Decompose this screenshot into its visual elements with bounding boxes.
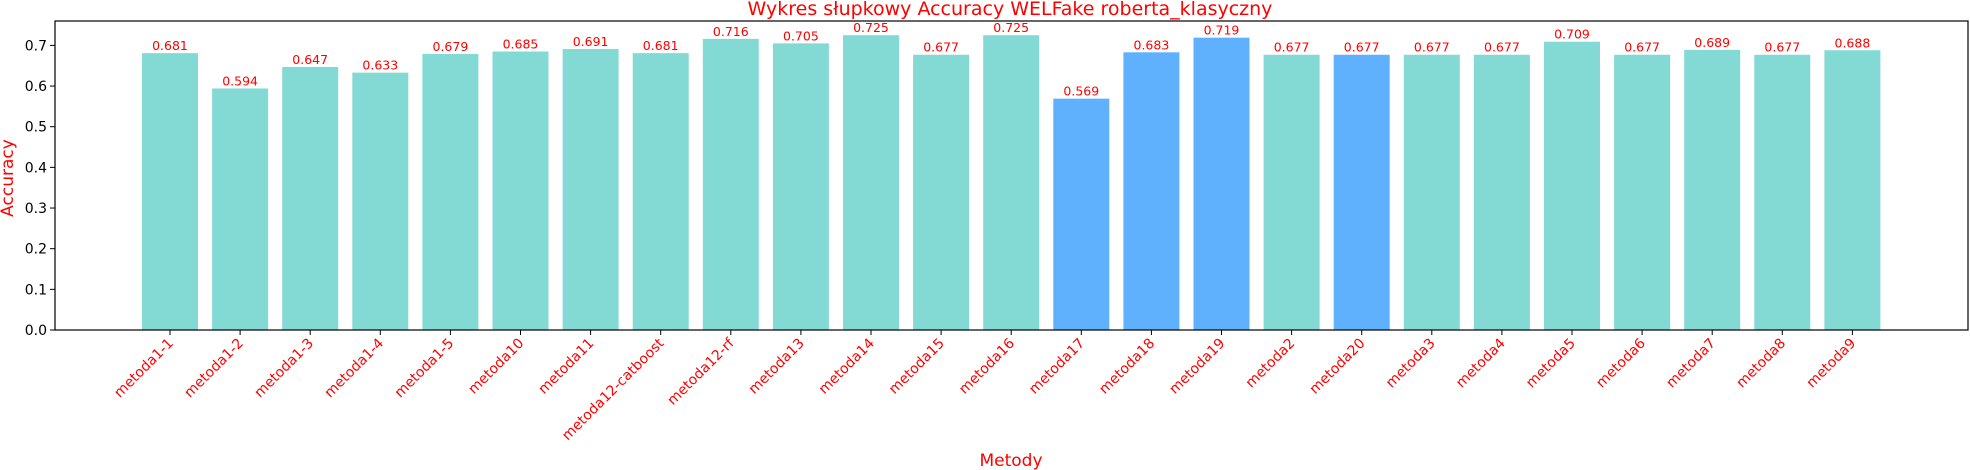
data-label-metoda1-4: 0.633 (362, 58, 398, 73)
bar-metoda9 (1824, 50, 1881, 331)
bar-metoda10 (492, 51, 549, 331)
x-tick-label-metoda1-5: metoda1-5 (392, 336, 458, 402)
data-label-metoda1-2: 0.594 (222, 73, 258, 88)
bars-group (142, 35, 1881, 331)
x-tick-label-metoda6: metoda6 (1593, 335, 1649, 391)
data-label-metoda16: 0.725 (993, 20, 1029, 35)
bar-metoda20 (1333, 54, 1390, 330)
data-label-metoda3: 0.677 (1414, 40, 1450, 55)
bar-metoda19 (1193, 37, 1250, 330)
x-tick-label-metoda18: metoda18 (1096, 336, 1158, 398)
bar-metoda12-catboost (632, 53, 689, 330)
x-tick-label-metoda5: metoda5 (1523, 336, 1579, 392)
data-label-metoda14: 0.725 (853, 20, 889, 35)
data-label-metoda4: 0.677 (1484, 40, 1520, 55)
x-tick-label-metoda2: metoda2 (1243, 336, 1299, 392)
bar-metoda12-rf (702, 38, 759, 331)
x-tick-label-metoda7: metoda7 (1663, 336, 1719, 392)
x-tick-label-metoda3: metoda3 (1383, 336, 1439, 392)
y-tick-label: 0.6 (25, 79, 47, 95)
bar-metoda14 (843, 35, 899, 331)
bar-metoda5 (1544, 41, 1600, 330)
x-tick-label-metoda1-3: metoda1-3 (252, 336, 318, 402)
bar-metoda2 (1263, 54, 1320, 330)
data-label-metoda6: 0.677 (1624, 40, 1660, 55)
x-tick-label-metoda14: metoda14 (816, 335, 878, 397)
bar-metoda1-3 (282, 66, 339, 330)
x-axis-label: Metody (979, 451, 1042, 470)
data-label-metoda5: 0.709 (1554, 27, 1590, 42)
y-axis-label: Accuracy (0, 139, 18, 217)
data-label-metoda12-catboost: 0.681 (643, 38, 679, 53)
bar-metoda1-5 (422, 53, 479, 331)
y-tick-label: 0.1 (25, 282, 47, 298)
x-tick-label-metoda4: metoda4 (1453, 335, 1509, 391)
x-tick-label-metoda10: metoda10 (465, 336, 527, 398)
y-axis-ticks: 0.0 0.1 0.2 0.3 0.4 0.5 0.6 0.7 (25, 38, 55, 339)
data-label-metoda12-rf: 0.716 (713, 24, 749, 39)
data-label-metoda20: 0.677 (1344, 40, 1380, 55)
bar-metoda1-1 (142, 53, 198, 330)
data-label-metoda8: 0.677 (1764, 40, 1800, 55)
data-label-metoda10: 0.685 (503, 36, 539, 51)
x-tick-label-metoda17: metoda17 (1026, 336, 1088, 398)
bar-metoda6 (1614, 54, 1671, 330)
bar-metoda8 (1754, 54, 1811, 330)
x-tick-label-metoda13: metoda13 (746, 336, 808, 398)
data-label-metoda9: 0.688 (1835, 35, 1871, 50)
x-tick-label-metoda12-rf: metoda12-rf (665, 335, 739, 409)
x-tick-label-metoda1-4: metoda1-4 (322, 335, 388, 401)
data-label-metoda1-1: 0.681 (152, 38, 188, 53)
bar-metoda4 (1473, 54, 1530, 330)
bar-metoda18 (1123, 52, 1180, 330)
bar-metoda1-4 (352, 72, 409, 330)
y-tick-label: 0.2 (25, 242, 47, 258)
bar-metoda7 (1684, 49, 1741, 331)
data-label-metoda1-3: 0.647 (292, 52, 328, 67)
data-label-metoda18: 0.683 (1134, 37, 1170, 52)
data-label-metoda17: 0.569 (1063, 84, 1099, 99)
bar-metoda1-2 (212, 88, 269, 331)
y-tick-label: 0.5 (25, 120, 47, 136)
data-label-metoda19: 0.719 (1204, 23, 1240, 38)
bar-metoda13 (772, 43, 829, 330)
x-tick-label-metoda9: metoda9 (1804, 336, 1860, 392)
data-label-metoda15: 0.677 (923, 40, 959, 55)
data-label-metoda11: 0.691 (573, 34, 609, 49)
data-label-metoda13: 0.705 (783, 28, 819, 43)
data-labels-group: 0.681 0.594 0.647 0.633 0.679 0.685 0.691 0.681… (152, 20, 1870, 98)
x-tick-label-metoda11: metoda11 (535, 336, 597, 398)
bar-metoda16 (983, 35, 1040, 331)
x-tick-label-metoda20: metoda20 (1307, 336, 1369, 398)
y-tick-label: 0.4 (25, 160, 47, 176)
y-tick-label: 0.7 (25, 38, 47, 54)
bar-metoda17 (1053, 98, 1110, 330)
x-tick-label-metoda1-2: metoda1-2 (181, 336, 247, 402)
x-tick-label-metoda16: metoda16 (956, 335, 1018, 397)
bar-metoda11 (562, 49, 619, 330)
data-label-metoda7: 0.689 (1694, 35, 1730, 50)
x-tick-label-metoda15: metoda15 (886, 336, 948, 398)
x-tick-label-metoda19: metoda19 (1166, 336, 1228, 398)
data-label-metoda1-5: 0.679 (433, 39, 469, 54)
plot-area-frame (54, 20, 1969, 331)
y-tick-label: 0.0 (25, 323, 47, 339)
y-tick-label: 0.3 (25, 201, 47, 217)
chart-title: Wykres słupkowy Accuracy WELFake roberta… (748, 0, 1273, 20)
x-tick-label-metoda1-1: metoda1-1 (111, 336, 177, 402)
x-tick-label-metoda8: metoda8 (1733, 336, 1789, 392)
x-axis-ticks: metoda1-1 metoda1-2 metoda1-3 metoda1-4 meto… (111, 330, 1859, 444)
bar-metoda15 (913, 54, 970, 330)
bar-metoda3 (1403, 54, 1460, 330)
data-label-metoda2: 0.677 (1274, 40, 1310, 55)
